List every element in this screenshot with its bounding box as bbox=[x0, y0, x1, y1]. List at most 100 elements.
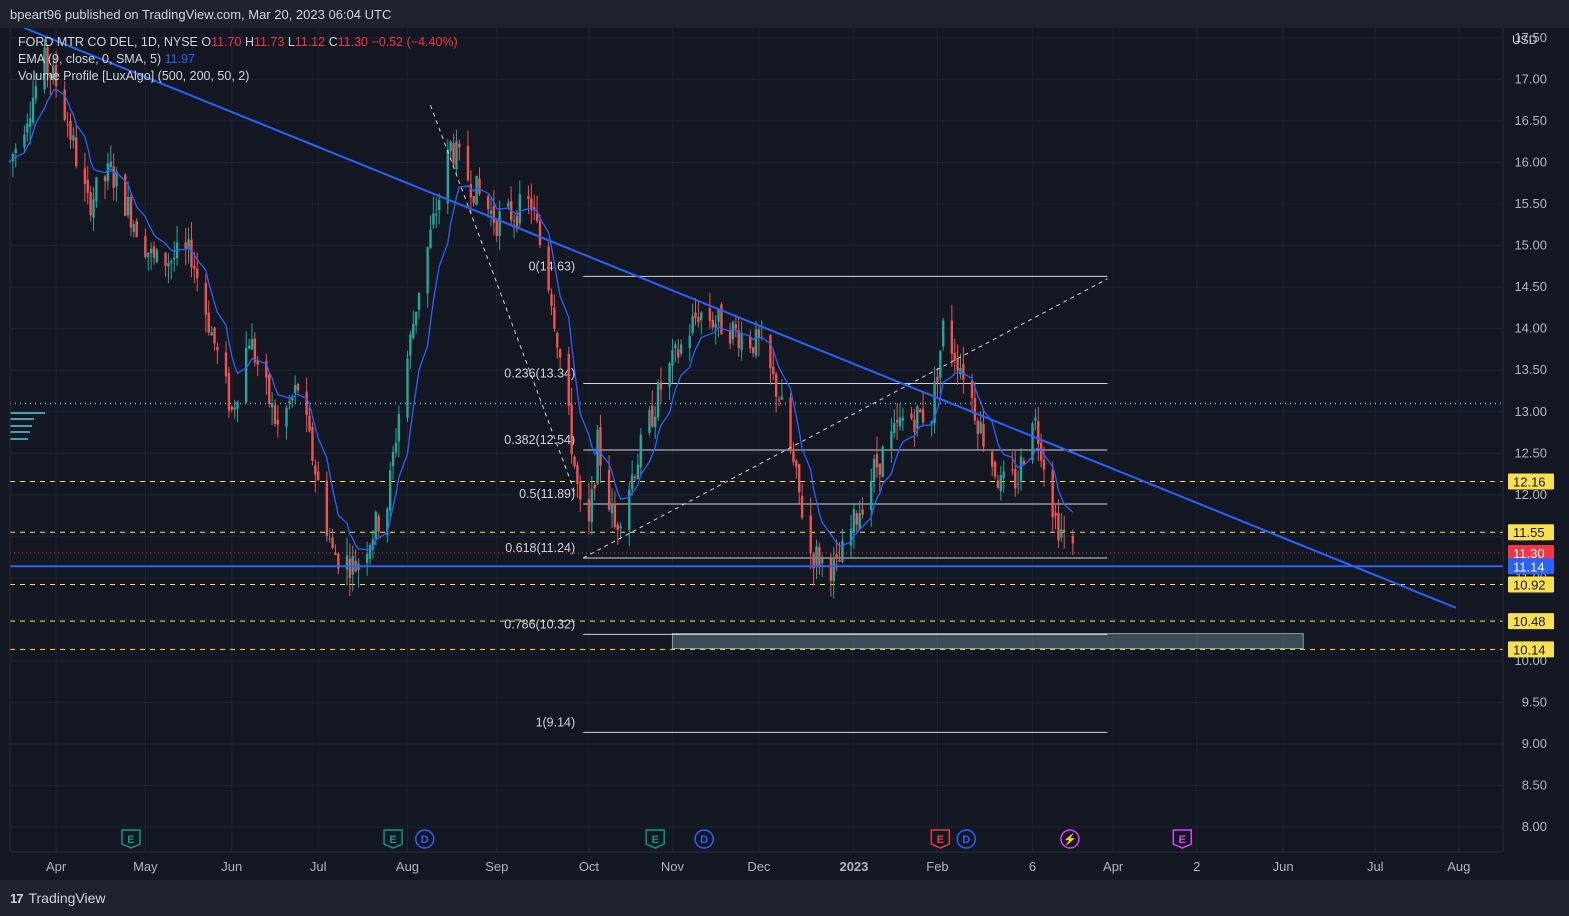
candle-body bbox=[308, 415, 311, 431]
ema-value: 11.97 bbox=[164, 52, 195, 66]
candle-body bbox=[305, 391, 308, 416]
candle-body bbox=[547, 246, 550, 291]
price-axis[interactable]: 8.008.509.009.5010.0010.5011.0011.5012.0… bbox=[1502, 28, 1569, 852]
candle-body bbox=[1051, 469, 1054, 518]
trend-drawings[interactable] bbox=[10, 28, 1503, 609]
tradingview-logo[interactable]: 17 TradingView bbox=[10, 890, 106, 906]
fib-level-label: 0.236(13.34) bbox=[504, 367, 575, 381]
currency-label[interactable]: USD bbox=[1512, 33, 1538, 47]
candle-body bbox=[213, 327, 216, 344]
candle-body bbox=[818, 546, 821, 568]
horizontal-levels[interactable] bbox=[10, 402, 1503, 650]
candle-body bbox=[1014, 469, 1017, 489]
time-tick-label: Aug bbox=[396, 859, 419, 874]
candle-body bbox=[193, 265, 196, 269]
candle-body bbox=[711, 319, 714, 328]
fib-retracement[interactable]: 0(14.63) 0.236(13.34) 0.382(12.54) 0.5(11.8… bbox=[504, 259, 1108, 733]
candle-body bbox=[437, 200, 441, 211]
candle-body bbox=[895, 419, 899, 423]
candle-body bbox=[406, 358, 409, 418]
candle-body bbox=[475, 175, 478, 206]
candle-body bbox=[66, 124, 69, 126]
candle-body bbox=[533, 207, 536, 210]
fib-level-label: 0(14.63) bbox=[529, 259, 576, 273]
candle-body bbox=[553, 307, 556, 329]
candle-body bbox=[636, 464, 640, 480]
candle-body bbox=[858, 513, 861, 530]
price-label-text: 12.16 bbox=[1513, 475, 1546, 490]
chart-legend: FORD MTR CO DEL, 1D, NYSE O11.70 H11.73 … bbox=[18, 34, 458, 85]
candle-body bbox=[124, 174, 127, 216]
candle-body bbox=[172, 257, 176, 260]
time-axis[interactable]: Apr May Jun Jul Aug Sep Oct Nov Dec 2023 Feb 6 Apr 2 J… bbox=[9, 28, 1503, 874]
candle-body bbox=[901, 417, 905, 421]
candle-body bbox=[751, 347, 755, 354]
event-markers[interactable]: E E D E D E D ⚡ E bbox=[121, 829, 1193, 849]
candle-body bbox=[677, 349, 680, 358]
candle-body bbox=[75, 137, 78, 166]
symbol-row[interactable]: FORD MTR CO DEL, 1D, NYSE O11.70 H11.73 … bbox=[18, 34, 458, 51]
price-tick-label: 16.50 bbox=[1514, 113, 1547, 128]
earnings-event-icon bbox=[383, 829, 403, 849]
candle-body bbox=[296, 383, 300, 391]
candle-body bbox=[204, 282, 208, 315]
candle-body bbox=[720, 304, 723, 335]
candle-body bbox=[455, 141, 458, 170]
change-value: −0.52 (−4.40%) bbox=[371, 35, 458, 49]
candle-body bbox=[717, 309, 720, 322]
candle-body bbox=[633, 476, 637, 479]
price-label-tag bbox=[1508, 524, 1554, 541]
dividend-event-icon bbox=[956, 829, 977, 849]
footer-bar: 17 TradingView bbox=[0, 880, 1569, 916]
price-label-tag bbox=[1508, 576, 1554, 593]
candle-body bbox=[942, 320, 945, 347]
price-label-tag bbox=[1508, 544, 1554, 561]
low-label: L bbox=[287, 35, 295, 49]
price-tick-label: 8.50 bbox=[1522, 778, 1547, 793]
candle-body bbox=[659, 382, 663, 390]
candle-body bbox=[1042, 459, 1046, 470]
candle-body bbox=[328, 538, 331, 540]
candle-body bbox=[852, 508, 856, 532]
candle-body bbox=[674, 344, 677, 349]
candle-body bbox=[288, 401, 291, 404]
price-tick-label: 9.00 bbox=[1522, 736, 1547, 751]
candle-body bbox=[273, 405, 277, 424]
candle-body bbox=[933, 381, 936, 424]
candle-body bbox=[69, 120, 72, 140]
price-chart[interactable]: 0(14.63) 0.236(13.34) 0.382(12.54) 0.5(11.8… bbox=[0, 28, 1569, 880]
candle-body bbox=[331, 537, 334, 548]
price-tick-label: 16.00 bbox=[1514, 155, 1547, 170]
candle-body bbox=[268, 374, 271, 404]
candle-body bbox=[671, 350, 674, 366]
event-label: E bbox=[389, 834, 396, 846]
candle-body bbox=[435, 213, 438, 216]
candle-body bbox=[849, 528, 853, 546]
candle-body bbox=[1057, 513, 1060, 541]
candle-body bbox=[466, 146, 470, 181]
price-tick-label: 8.00 bbox=[1522, 819, 1547, 834]
dashed-trend-line bbox=[582, 278, 1108, 559]
candle-body bbox=[144, 235, 147, 258]
candle-body bbox=[345, 555, 349, 570]
candle-body bbox=[656, 382, 660, 418]
price-tick-label: 9.50 bbox=[1522, 694, 1547, 709]
candle-body bbox=[371, 539, 375, 550]
price-label-text: 11.14 bbox=[1513, 559, 1545, 574]
candle-body bbox=[106, 163, 110, 182]
ema-label: EMA (9, close, 0, SMA, 5) bbox=[18, 52, 162, 66]
candle-body bbox=[1062, 529, 1066, 532]
candle-body bbox=[170, 260, 173, 263]
candle-body bbox=[72, 135, 75, 141]
candle-body bbox=[486, 196, 490, 210]
ema-row[interactable]: EMA (9, close, 0, SMA, 5) 11.97 bbox=[18, 51, 458, 68]
candle-body bbox=[832, 557, 835, 582]
close-value: 11.30 bbox=[337, 35, 369, 49]
volume-profile-row[interactable]: Volume Profile [LuxAlgo] (500, 200, 50, … bbox=[18, 68, 458, 85]
candle-body bbox=[316, 471, 320, 481]
candle-body bbox=[757, 329, 761, 339]
candle-body bbox=[973, 398, 977, 421]
candle-body bbox=[596, 429, 599, 484]
candle-body bbox=[63, 89, 66, 120]
candle-body bbox=[734, 324, 738, 329]
